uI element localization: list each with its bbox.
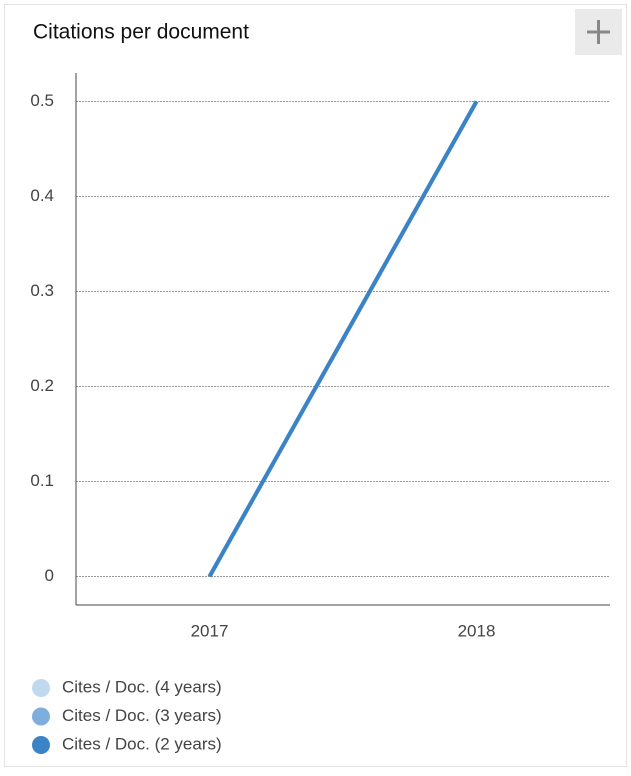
legend-marker	[32, 736, 50, 754]
legend-label: Cites / Doc. (2 years)	[62, 734, 222, 753]
x-tick-label: 2018	[458, 621, 496, 640]
y-tick-label: 0.4	[30, 186, 54, 205]
y-tick-label: 0.2	[30, 376, 54, 395]
y-tick-label: 0.1	[30, 471, 54, 490]
x-tick-label: 2017	[191, 621, 229, 640]
legend-marker	[32, 679, 50, 697]
y-tick-label: 0.3	[30, 281, 54, 300]
chart-title: Citations per document	[33, 21, 249, 44]
legend-label: Cites / Doc. (3 years)	[62, 706, 222, 725]
legend-label: Cites / Doc. (4 years)	[62, 677, 222, 696]
y-tick-label: 0.5	[30, 91, 54, 110]
expand-button[interactable]	[575, 9, 622, 55]
legend-marker	[32, 707, 50, 726]
line-series	[207, 100, 479, 578]
y-tick-label: 0	[45, 566, 54, 585]
